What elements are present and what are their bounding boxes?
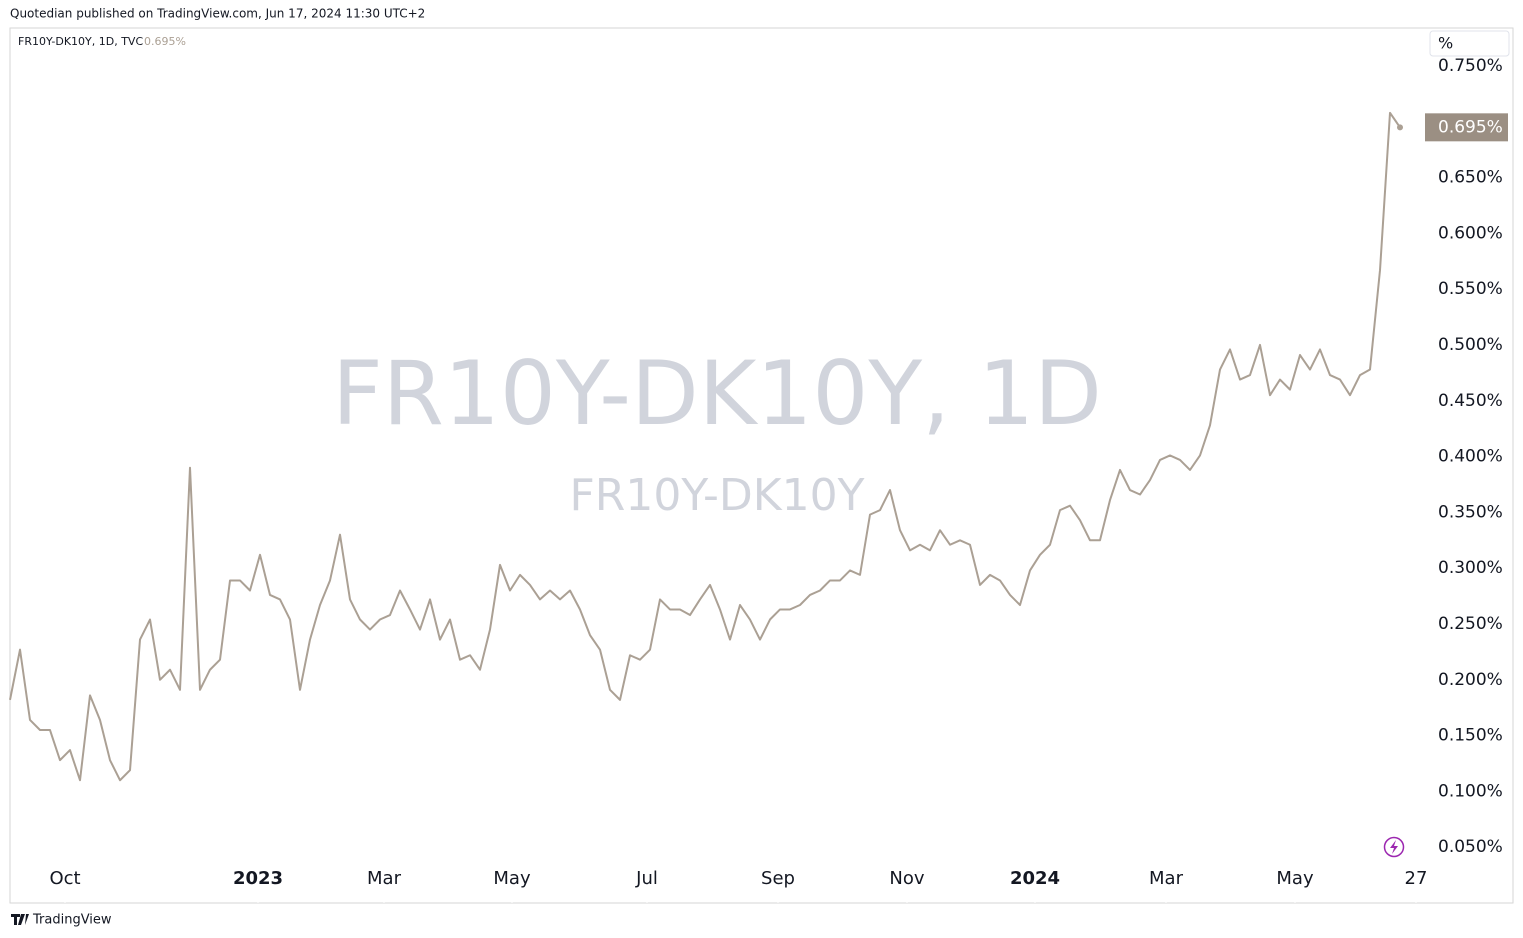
price-label-box — [1425, 113, 1508, 142]
y-tick-label: 0.350% — [1438, 502, 1503, 522]
x-tick-label: Oct — [49, 868, 80, 889]
y-tick-label: 0.300% — [1438, 558, 1503, 578]
y-tick-label: 0.750% — [1438, 56, 1503, 76]
price-label: 0.695% — [1438, 117, 1503, 137]
x-tick-label: 2023 — [233, 868, 283, 889]
y-tick-label: 0.150% — [1438, 726, 1503, 746]
unit-box[interactable] — [1429, 30, 1510, 57]
y-tick-label: 0.200% — [1438, 670, 1503, 690]
y-tick-label: 0.550% — [1438, 279, 1503, 299]
x-tick-label: Mar — [1149, 868, 1184, 889]
y-tick-label: 0.500% — [1438, 335, 1503, 355]
x-tick-label: 2024 — [1010, 868, 1060, 889]
y-tick-label: 0.100% — [1438, 781, 1503, 801]
footer-logo — [11, 914, 29, 925]
y-tick-label: 0.250% — [1438, 614, 1503, 634]
x-tick-label: 27 — [1405, 868, 1428, 889]
y-tick-label: 0.400% — [1438, 447, 1503, 467]
price-line — [9, 111, 1401, 782]
y-tick-label: 0.600% — [1438, 223, 1503, 243]
watermark: FR10Y-DK10Y, 1D — [332, 342, 1102, 445]
x-tick-label: Sep — [761, 868, 795, 889]
legend-value: 0.695% — [144, 35, 186, 48]
x-tick-label: Mar — [367, 868, 402, 889]
x-tick-label: Nov — [889, 868, 924, 889]
y-tick-label: 0.050% — [1438, 837, 1503, 857]
lightning-icon[interactable] — [1383, 836, 1405, 858]
last-point — [1397, 124, 1403, 131]
x-tick-label: May — [1276, 868, 1314, 889]
x-tick-label: Jul — [635, 868, 658, 889]
chart-frame — [9, 27, 1514, 904]
header-title: Quotedian published on TradingView.com, … — [10, 7, 425, 21]
unit-label: % — [1438, 34, 1453, 53]
watermark-sub: FR10Y-DK10Y — [569, 470, 864, 521]
x-tick-label: May — [493, 868, 531, 889]
footer-brand: TradingView — [32, 913, 112, 928]
symbol-legend: FR10Y-DK10Y, 1D, TVC — [18, 35, 143, 48]
y-tick-label: 0.650% — [1438, 168, 1503, 188]
y-tick-label: 0.450% — [1438, 391, 1503, 411]
